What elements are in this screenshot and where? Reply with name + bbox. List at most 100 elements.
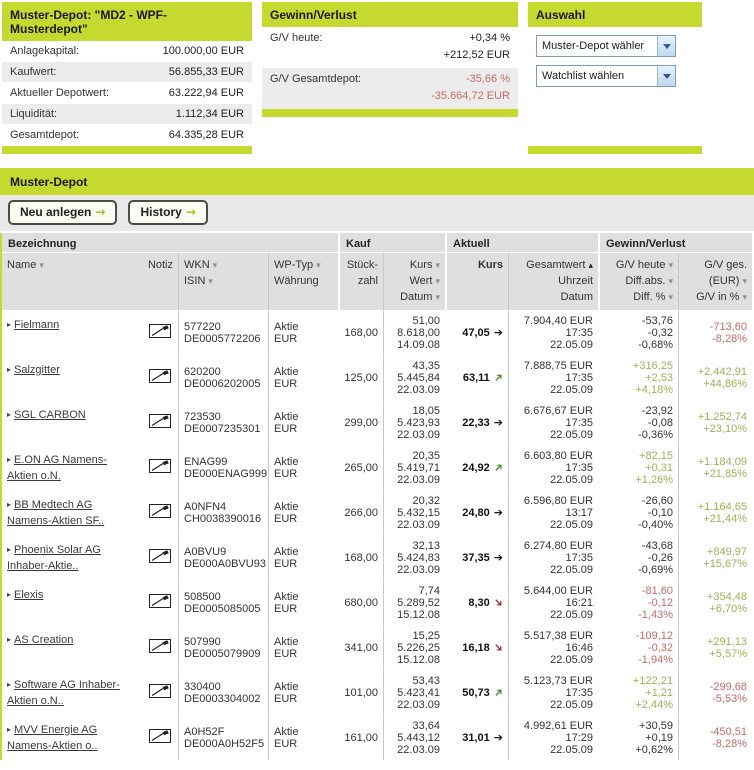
stock-link[interactable]: BB Medtech AG Namens-Aktien SF.. <box>7 498 105 528</box>
kauf-kurs-value: 20,32 <box>412 494 440 507</box>
gv-heute-value: -53,76 <box>641 314 673 327</box>
stock-link[interactable]: MVV Energie AG Namens-Aktien o.. <box>7 723 98 753</box>
trend-up-icon: ➔ <box>490 369 507 386</box>
kauf-datum-value: 22.03.09 <box>397 698 440 711</box>
chevron-down-icon[interactable] <box>657 36 675 56</box>
stock-link[interactable]: Phoenix Solar AG Inhaber-Aktie.. <box>7 543 101 573</box>
isin-value: DE000A0H52F5 <box>184 737 265 750</box>
column-header-label[interactable]: G/V heute <box>615 259 666 271</box>
new-entry-button[interactable]: Neu anlegen → <box>8 200 118 225</box>
uhrzeit-value: 17:35 <box>565 371 593 384</box>
gv-heute-cell: -23,92 -0,08 -0,36% <box>598 399 678 445</box>
gv-heute-value: +30,59 <box>639 719 673 732</box>
sort-icon[interactable]: ▾ <box>208 276 213 287</box>
gv-diff-pct-value: -1,43% <box>638 608 673 621</box>
stock-link[interactable]: Fielmann <box>14 318 60 331</box>
column-header-label[interactable]: Name <box>7 259 37 271</box>
gv-gesamt-cell: -450,51 -8,28% <box>678 714 752 760</box>
column-header-label[interactable]: Diff.abs. <box>625 274 666 287</box>
row-bullet-icon: ▸ <box>7 364 12 374</box>
sort-icon[interactable]: ▾ <box>39 261 44 271</box>
column-header-label[interactable]: Diff. % <box>633 290 666 303</box>
kauf-wert-value: 5.443,12 <box>397 731 440 744</box>
gv-gesamt-cell: +1.184,09 +21,85% <box>678 444 752 490</box>
stueckzahl-cell: 101,00 <box>338 669 383 715</box>
column-header-kauf-kurs: Kurs ▾ Wert ▾ Datum ▾ <box>383 252 445 310</box>
isin-value: DE000ENAG999 <box>184 467 268 480</box>
note-edit-icon[interactable] <box>149 459 171 476</box>
stock-link[interactable]: Elexis <box>14 588 44 601</box>
gv-diff-abs-value: +2,53 <box>645 371 673 384</box>
wp-typ-cell: Aktie EUR <box>268 714 338 760</box>
note-edit-icon[interactable] <box>149 369 171 386</box>
sort-icon[interactable]: ▾ <box>668 261 673 271</box>
gv-total-block: G/V Gesamtdepot: -35,66 % -35.664,72 EUR <box>262 68 518 109</box>
gv-diff-abs-value: -0,32 <box>647 641 673 654</box>
sort-icon[interactable]: ▾ <box>212 261 218 271</box>
gv-diff-abs-value: +0,19 <box>645 731 673 744</box>
gv-today-label: G/V heute: <box>270 32 323 44</box>
depot-row-liquiditaet: Liquidität: 1.112,34 EUR <box>2 104 252 125</box>
depot-row-gesamtdepot: Gesamtdepot: 64.335,28 EUR <box>2 125 252 146</box>
column-header-label[interactable]: WP-Typ <box>274 259 314 271</box>
column-header-label[interactable]: Wert <box>409 274 433 287</box>
note-edit-icon[interactable] <box>149 639 171 656</box>
sort-icon[interactable]: ▾ <box>742 292 747 303</box>
column-header-label[interactable]: WKN <box>184 259 210 271</box>
row-bullet-icon: ▸ <box>7 319 12 329</box>
column-header-line: ISIN ▾ <box>184 274 213 290</box>
gv-ges-pct-value: +21,85% <box>703 467 747 480</box>
column-header-label[interactable]: Datum <box>400 290 433 303</box>
column-header-label[interactable]: G/V in % <box>696 290 740 303</box>
currency-value: EUR <box>274 377 298 390</box>
note-edit-icon[interactable] <box>149 414 171 431</box>
column-header-label[interactable]: Kurs <box>409 259 433 271</box>
row-value: 1.112,34 EUR <box>175 108 244 120</box>
gv-ges-eur-value: +849,97 <box>706 545 747 558</box>
stock-link[interactable]: Software AG Inhaber-Aktien o.N.. <box>7 678 120 708</box>
stueckzahl-cell: 341,00 <box>338 624 383 670</box>
gv-today-eur: +212,52 EUR <box>443 49 510 61</box>
sort-icon[interactable]: ▴ <box>588 261 593 271</box>
gv-heute-value: +122,21 <box>632 674 673 687</box>
kurs-line: 47,05 ➔ <box>462 326 503 339</box>
gv-ges-pct-value: -5,53% <box>712 692 747 705</box>
uhrzeit-value: 17:35 <box>565 326 593 339</box>
stock-link[interactable]: Salzgitter <box>14 363 60 376</box>
musterdepot-select[interactable]: Muster-Depot wähler <box>536 35 676 57</box>
wkn-isin-cell: 577220 DE0005772206 <box>178 309 268 355</box>
sort-icon[interactable]: ▾ <box>668 276 673 287</box>
note-edit-icon[interactable] <box>149 729 171 746</box>
gv-diff-abs-value: +0,31 <box>645 461 673 474</box>
stock-link[interactable]: E.ON AG Namens-Aktien o.N. <box>7 453 107 483</box>
history-button[interactable]: History → <box>128 200 208 225</box>
column-header-label[interactable]: (EUR) <box>708 274 740 287</box>
stock-link[interactable]: SGL CARBON <box>14 408 86 421</box>
note-edit-icon[interactable] <box>149 324 171 341</box>
column-header-label[interactable]: ISIN <box>184 274 206 287</box>
datum-value: 22.05.09 <box>550 338 593 351</box>
kauf-datum-value: 14.09.08 <box>397 338 440 351</box>
note-edit-icon[interactable] <box>149 684 171 701</box>
column-header-label[interactable]: Gesamtwert <box>526 259 586 271</box>
sort-icon[interactable]: ▾ <box>742 276 747 287</box>
column-group-label: Aktuell <box>453 238 490 250</box>
sort-icon[interactable]: ▾ <box>435 292 440 303</box>
chevron-down-icon[interactable] <box>657 66 675 86</box>
column-header-line: Gesamtwert ▴ <box>526 258 593 274</box>
gv-heute-value: -81,60 <box>641 584 673 597</box>
sort-icon[interactable]: ▾ <box>435 261 440 271</box>
note-edit-icon[interactable] <box>149 549 171 566</box>
sort-icon[interactable]: ▾ <box>316 261 321 271</box>
kauf-kurs-value: 20,35 <box>412 449 440 462</box>
wp-typ-cell: Aktie EUR <box>268 444 338 490</box>
uhrzeit-value: 16:21 <box>565 596 593 609</box>
stock-link[interactable]: AS Creation <box>14 633 74 646</box>
note-edit-icon[interactable] <box>149 504 171 521</box>
kauf-cell: 53,43 5.423,41 22.03.09 <box>383 669 445 715</box>
sort-icon[interactable]: ▾ <box>668 292 673 303</box>
gesamtwert-value: 6.596,80 EUR <box>523 494 593 507</box>
note-edit-icon[interactable] <box>149 594 171 611</box>
watchlist-select[interactable]: Watchlist wählen <box>536 65 676 87</box>
sort-icon[interactable]: ▾ <box>435 276 440 287</box>
